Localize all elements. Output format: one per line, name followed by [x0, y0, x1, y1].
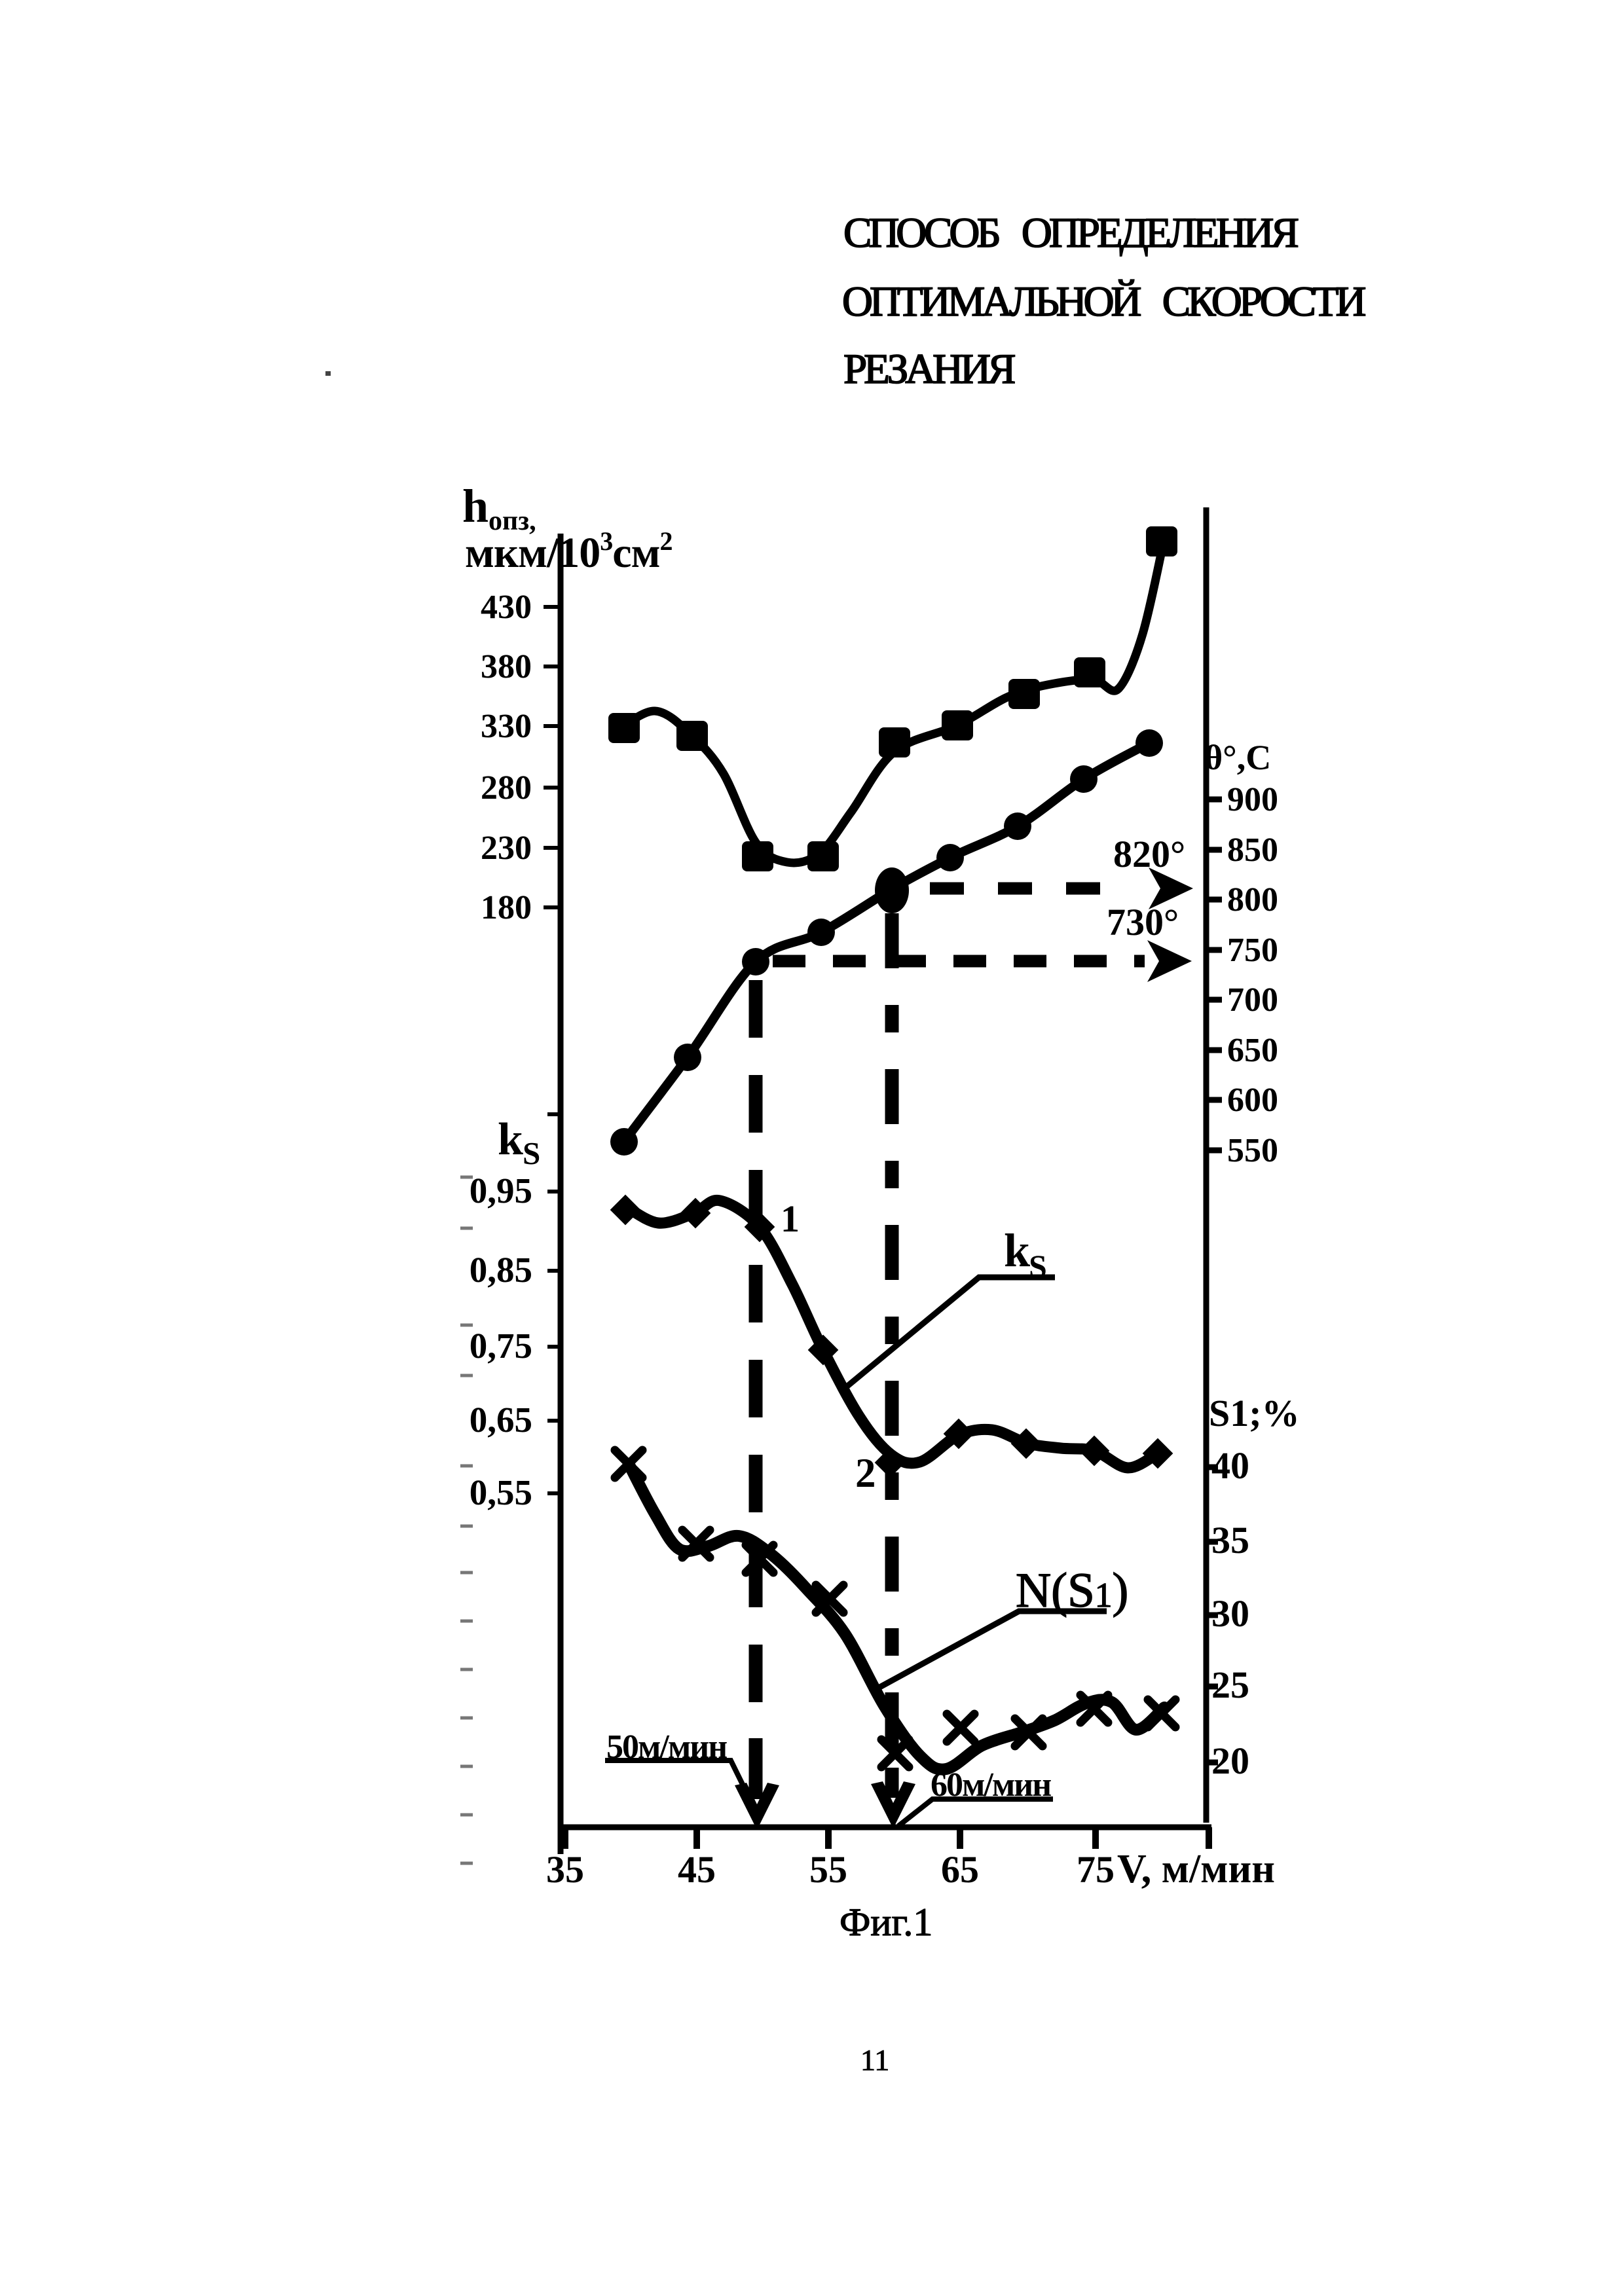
svg-text:ОПТИМАЛЬНОЙ СКОРОСТИ: ОПТИМАЛЬНОЙ СКОРОСТИ [842, 278, 1366, 325]
svg-text:55: 55 [809, 1848, 847, 1891]
svg-text:РЕЗАНИЯ: РЕЗАНИЯ [843, 346, 1015, 393]
svg-text:0,95: 0,95 [470, 1171, 532, 1211]
svg-text:11: 11 [860, 2043, 889, 2077]
svg-text:0,65: 0,65 [470, 1400, 532, 1440]
svg-text:25: 25 [1211, 1664, 1249, 1706]
svg-text:30: 30 [1211, 1592, 1249, 1635]
svg-text:430: 430 [481, 589, 532, 626]
svg-text:820°: 820° [1113, 833, 1185, 875]
svg-text:2: 2 [855, 1450, 876, 1496]
svg-text:180: 180 [481, 889, 532, 926]
svg-text:0,85: 0,85 [470, 1250, 532, 1290]
svg-text:40: 40 [1211, 1444, 1249, 1487]
svg-text:900: 900 [1227, 781, 1278, 818]
svg-text:600: 600 [1227, 1082, 1278, 1119]
svg-text:Фиг.1: Фиг.1 [840, 1901, 932, 1944]
svg-text:20: 20 [1211, 1740, 1249, 1782]
svg-text:k: k [498, 1114, 523, 1165]
svg-text:0,75: 0,75 [470, 1326, 532, 1366]
svg-text:850: 850 [1227, 831, 1278, 869]
svg-text:V, м/мин: V, м/мин [1117, 1847, 1275, 1891]
svg-text:550: 550 [1227, 1132, 1278, 1169]
svg-text:θ°,C: θ°,C [1204, 738, 1271, 777]
svg-text:S1;%: S1;% [1209, 1392, 1300, 1434]
svg-text:75: 75 [1077, 1848, 1115, 1891]
svg-text:опз,: опз, [489, 506, 536, 536]
svg-text:0,55: 0,55 [470, 1472, 532, 1512]
svg-text:k: k [1004, 1224, 1030, 1277]
svg-text:380: 380 [481, 648, 532, 685]
svg-text:700: 700 [1227, 981, 1278, 1019]
svg-text:35: 35 [1211, 1519, 1249, 1561]
svg-text:мкм/103см2: мкм/103см2 [465, 526, 673, 577]
svg-text:65: 65 [941, 1848, 979, 1891]
svg-text:1: 1 [781, 1197, 800, 1240]
svg-text:45: 45 [678, 1848, 716, 1891]
svg-text:750: 750 [1227, 932, 1278, 969]
svg-text:230: 230 [481, 829, 532, 867]
svg-text:280: 280 [481, 769, 532, 807]
svg-text:S: S [523, 1135, 540, 1171]
svg-text:35: 35 [546, 1848, 584, 1891]
svg-text:330: 330 [481, 708, 532, 745]
svg-text:730°: 730° [1107, 901, 1179, 943]
svg-text:h: h [462, 480, 489, 532]
svg-text:650: 650 [1227, 1032, 1278, 1069]
svg-text:СПОСОБ ОПРЕДЕЛЕНИЯ: СПОСОБ ОПРЕДЕЛЕНИЯ [843, 210, 1298, 257]
svg-text:800: 800 [1227, 881, 1278, 919]
